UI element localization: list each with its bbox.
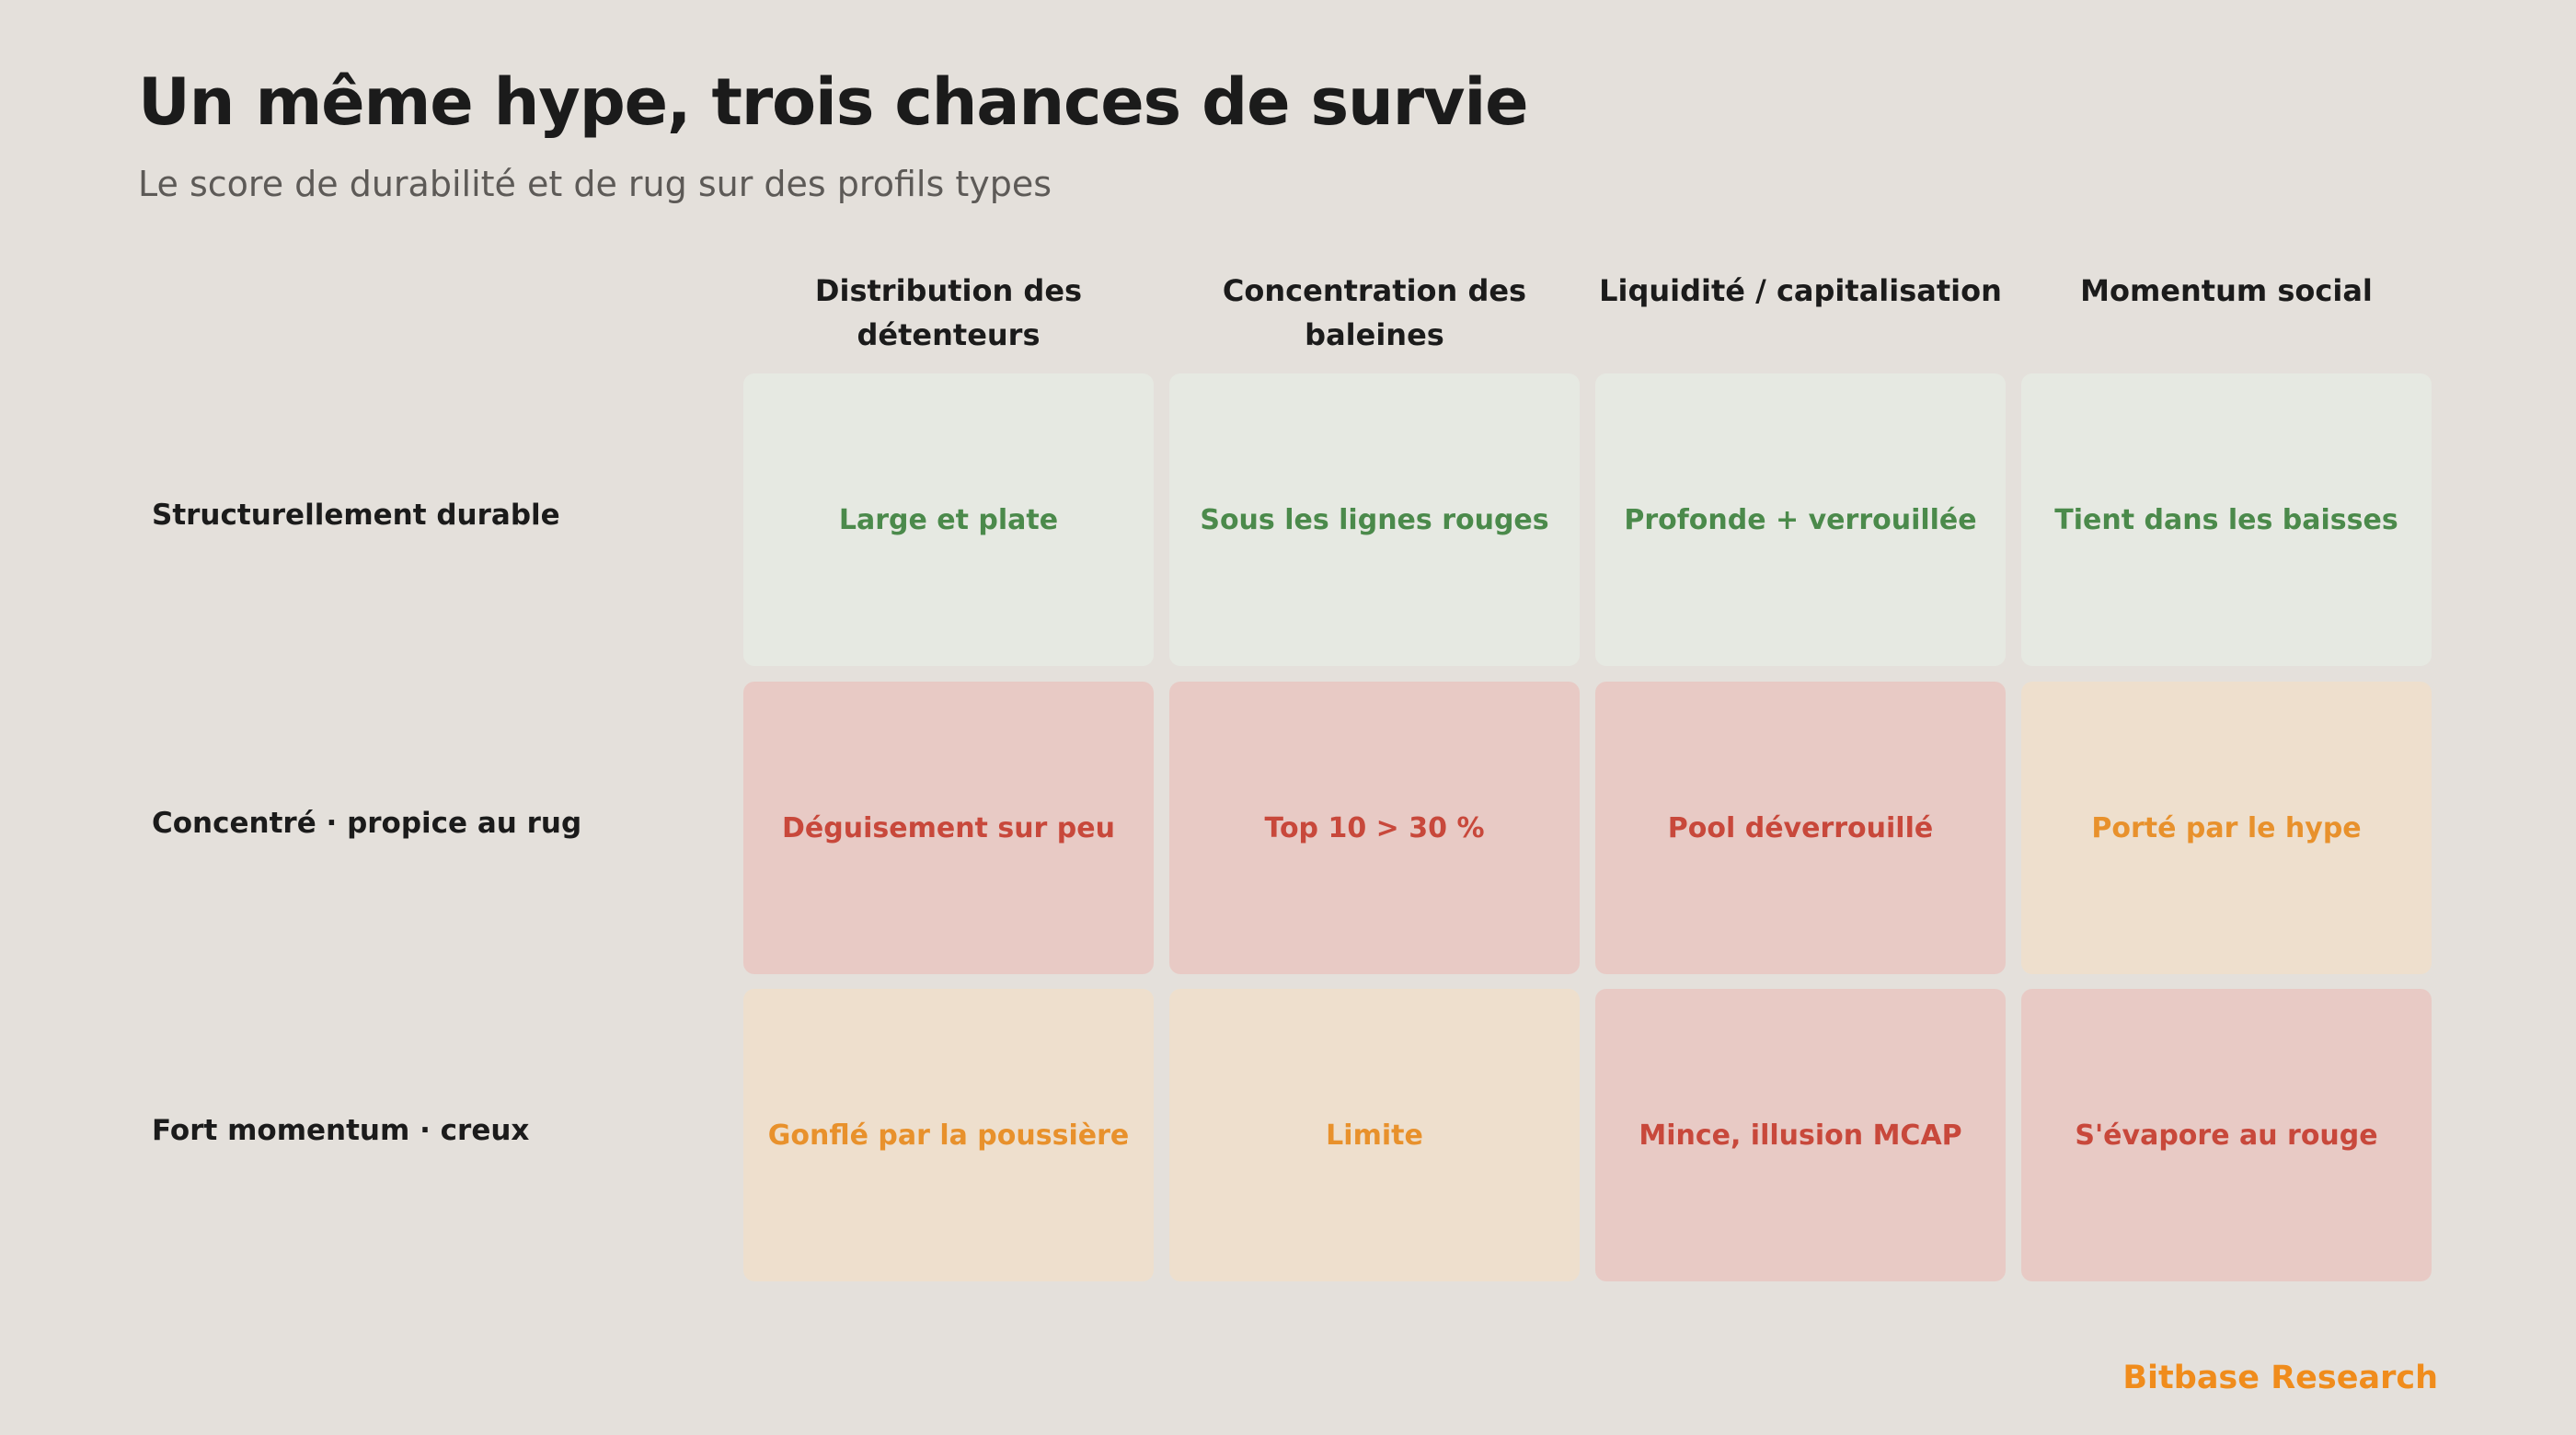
row-label-hollow-momentum: Fort momentum · creux — [152, 1114, 530, 1147]
matrix-cell: Mince, illusion MCAP — [1595, 989, 2006, 1281]
matrix-cell: Sous les lignes rouges — [1169, 373, 1580, 666]
row-label-rug-prone: Concentré · propice au rug — [152, 807, 582, 840]
cell-text: Mince, illusion MCAP — [1639, 1119, 1962, 1152]
column-header-social-momentum: Momentum social — [2080, 273, 2373, 308]
cell-text: Sous les lignes rouges — [1200, 503, 1549, 536]
row-label-durable: Structurellement durable — [152, 499, 560, 532]
cell-text: Top 10 > 30 % — [1264, 811, 1485, 844]
column-header-liquidity-mcap: Liquidité / capitalisation — [1599, 273, 2002, 308]
cell-text: Déguisement sur peu — [782, 811, 1115, 844]
matrix-cell: Top 10 > 30 % — [1169, 682, 1580, 974]
page-subtitle: Le score de durabilité et de rug sur des… — [138, 164, 1052, 204]
matrix-cell: Gonflé par la poussière — [743, 989, 1154, 1281]
column-header-whale-concentration: Concentration des baleines — [1222, 273, 1527, 352]
cell-text: Gonflé par la poussière — [767, 1119, 1130, 1152]
cell-text: Profonde + verrouillée — [1624, 503, 1977, 536]
matrix-cell: S'évapore au rouge — [2021, 989, 2432, 1281]
brand-footer: Bitbase Research — [2122, 1360, 2438, 1396]
cell-text: S'évapore au rouge — [2075, 1119, 2378, 1152]
column-header-holder-distribution: Distribution des détenteurs — [814, 273, 1083, 352]
matrix-cell: Déguisement sur peu — [743, 682, 1154, 974]
cell-text: Porté par le hype — [2091, 811, 2362, 844]
page-title: Un même hype, trois chances de survie — [138, 64, 1529, 140]
matrix-cell: Large et plate — [743, 373, 1154, 666]
matrix-cell: Profonde + verrouillée — [1595, 373, 2006, 666]
matrix-cell: Limite — [1169, 989, 1580, 1281]
cell-text: Large et plate — [838, 503, 1059, 536]
cell-text: Tient dans les baisses — [2054, 503, 2398, 536]
matrix-cell: Porté par le hype — [2021, 682, 2432, 974]
cell-text: Limite — [1326, 1119, 1423, 1152]
cell-text: Pool déverrouillé — [1667, 811, 1934, 844]
matrix-cell: Tient dans les baisses — [2021, 373, 2432, 666]
matrix-cell: Pool déverrouillé — [1595, 682, 2006, 974]
